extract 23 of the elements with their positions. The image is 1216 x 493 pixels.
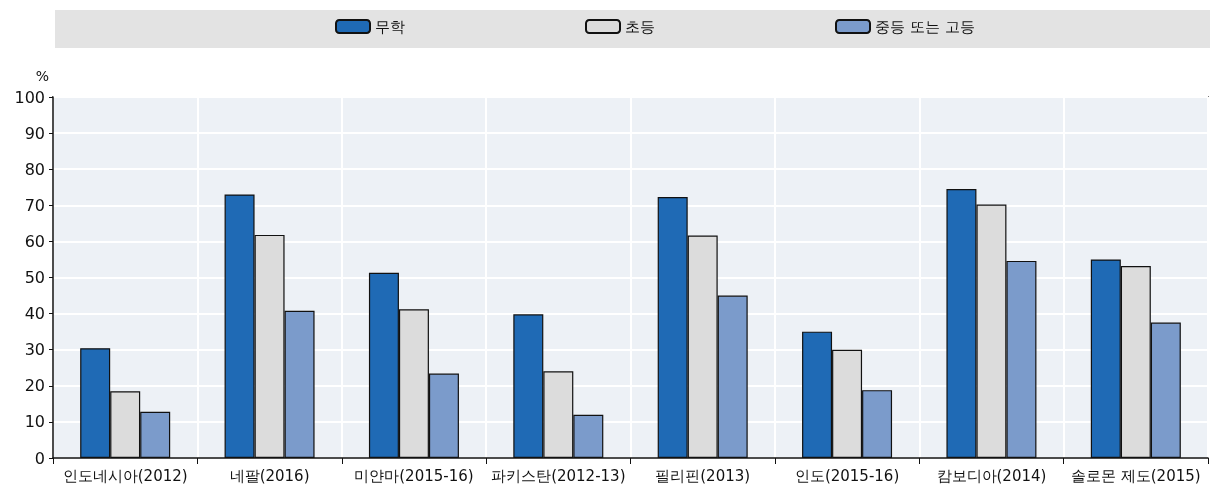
y-tick-label: 80: [24, 159, 45, 179]
y-tick-label: 40: [24, 304, 45, 324]
x-tick-label: 파키스탄(2012-13): [491, 466, 626, 485]
y-tick-label: 50: [24, 268, 45, 287]
x-tick-label: 캄보디아(2014): [936, 466, 1047, 485]
x-tick-label: 네팔(2016): [229, 466, 310, 485]
y-tick-label: 100: [14, 87, 45, 107]
y-tick-label: 0: [34, 448, 45, 468]
y-tick-label: 70: [24, 195, 45, 215]
y-tick-label: 10: [24, 412, 45, 432]
legend-label: 중등 또는 고등: [875, 17, 975, 36]
x-tick-label: 인도네시아(2012): [62, 466, 188, 485]
y-tick-label: 20: [24, 376, 45, 396]
legend-label: 초등: [625, 17, 655, 36]
x-tick-label: 솔로몬 제도(2015): [1070, 466, 1201, 485]
y-tick-label: 60: [24, 231, 45, 251]
x-tick-label: 필리핀(2013): [655, 466, 751, 485]
x-tick-label: 인도(2015-16): [794, 466, 900, 485]
legend-label: 무학: [375, 17, 405, 36]
x-tick-label: 미얀마(2015-16): [354, 466, 474, 485]
y-axis-title: %: [35, 68, 49, 84]
y-tick-label: 30: [24, 340, 45, 360]
y-tick-label: 90: [24, 123, 45, 143]
